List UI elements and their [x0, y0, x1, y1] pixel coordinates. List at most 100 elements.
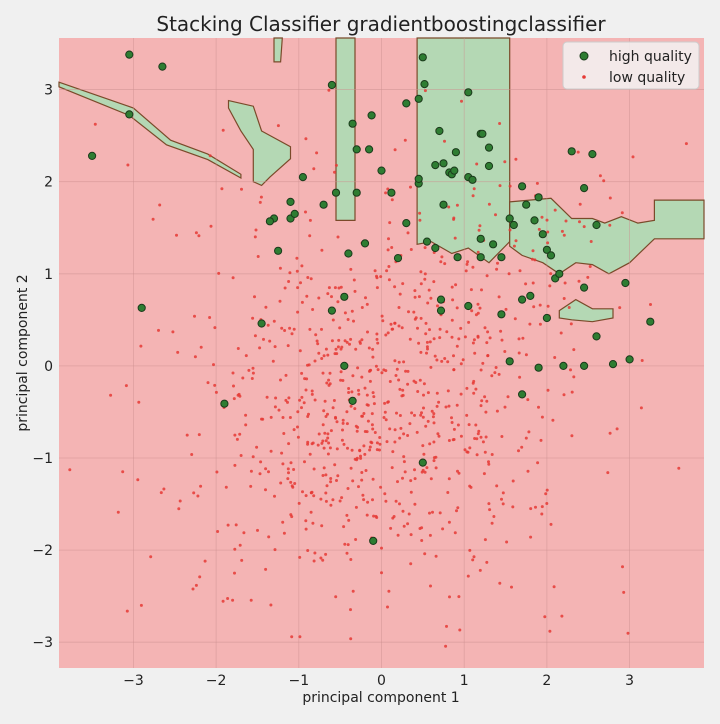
low-quality-point	[301, 490, 304, 494]
low-quality-point	[304, 519, 308, 523]
low-quality-point	[425, 351, 428, 355]
high-quality-point	[439, 200, 448, 209]
low-quality-point	[395, 411, 398, 415]
low-quality-point	[373, 431, 377, 434]
gridlines	[59, 38, 704, 668]
low-quality-point	[162, 487, 166, 491]
low-quality-point	[473, 351, 477, 355]
low-quality-point	[314, 333, 318, 337]
low-quality-point	[403, 138, 407, 142]
low-quality-point	[322, 409, 326, 413]
low-quality-point	[562, 233, 566, 237]
low-quality-point	[524, 436, 528, 440]
low-quality-point	[254, 228, 258, 232]
low-quality-point	[286, 344, 290, 348]
low-quality-point	[208, 154, 212, 158]
low-quality-point	[273, 548, 277, 552]
low-quality-point	[277, 408, 281, 412]
low-quality-point	[389, 322, 393, 326]
low-quality-point	[308, 452, 312, 456]
low-quality-point	[93, 122, 97, 126]
low-quality-point	[213, 383, 217, 387]
low-quality-point	[375, 337, 379, 341]
low-quality-point	[456, 469, 459, 473]
low-quality-point	[402, 455, 406, 459]
low-quality-point	[312, 559, 316, 563]
low-quality-point	[328, 446, 332, 450]
low-quality-point	[572, 375, 576, 379]
low-quality-point	[197, 433, 201, 437]
low-quality-point	[402, 460, 406, 464]
low-quality-point	[472, 391, 476, 395]
high-quality-point	[646, 317, 655, 326]
low-quality-point	[360, 478, 364, 482]
low-quality-point	[283, 286, 287, 290]
low-quality-point	[341, 418, 345, 422]
low-quality-point	[293, 482, 297, 485]
high-quality-point	[436, 295, 446, 304]
high-quality-point	[418, 53, 427, 62]
low-quality-point	[545, 218, 549, 222]
low-quality-point	[395, 367, 399, 371]
low-quality-point	[396, 480, 399, 484]
low-quality-point	[512, 244, 516, 248]
low-quality-point	[302, 401, 306, 405]
low-quality-point	[316, 443, 320, 447]
high-quality-point	[436, 306, 446, 315]
low-quality-point	[398, 414, 402, 417]
high-quality-point	[431, 161, 440, 170]
low-quality-point	[426, 301, 430, 305]
low-quality-point	[455, 403, 459, 407]
low-quality-point	[326, 452, 330, 456]
low-quality-point	[399, 426, 403, 430]
low-quality-point	[622, 590, 626, 594]
low-quality-point	[267, 470, 270, 474]
low-quality-point	[361, 493, 365, 497]
low-quality-point	[524, 353, 528, 357]
low-quality-point	[400, 394, 404, 398]
low-quality-point	[329, 480, 333, 484]
low-quality-point	[478, 306, 482, 310]
low-quality-point	[312, 167, 316, 171]
low-quality-point	[317, 351, 321, 355]
low-quality-point	[440, 359, 444, 363]
low-quality-point	[306, 442, 310, 446]
low-quality-point	[268, 339, 272, 343]
low-quality-point	[287, 280, 291, 283]
low-quality-point	[319, 556, 323, 560]
y-tick-label: 2	[44, 175, 53, 191]
low-quality-point	[231, 276, 235, 280]
low-quality-point	[390, 246, 394, 249]
low-quality-point	[325, 484, 329, 488]
low-quality-point	[533, 258, 537, 262]
low-quality-point	[514, 239, 518, 243]
low-quality-point	[362, 498, 366, 502]
low-quality-point	[366, 330, 369, 334]
low-quality-point	[478, 224, 482, 228]
low-quality-point	[368, 369, 372, 372]
high-quality-point	[257, 319, 266, 328]
low-quality-point	[353, 407, 357, 411]
low-quality-point	[423, 272, 427, 276]
high-quality-point	[580, 361, 589, 370]
low-quality-point	[409, 185, 412, 189]
low-quality-point	[295, 256, 299, 260]
low-quality-point	[333, 352, 337, 356]
low-quality-point	[384, 418, 388, 422]
low-quality-point	[423, 89, 427, 93]
low-quality-point	[361, 414, 364, 418]
low-quality-point	[504, 307, 508, 311]
low-quality-point	[545, 502, 549, 505]
low-quality-point	[241, 376, 245, 380]
high-quality-point	[125, 50, 134, 59]
low-quality-point	[325, 381, 329, 385]
y-tick-label: 3	[44, 83, 53, 99]
low-quality-point	[331, 406, 335, 410]
low-quality-point	[310, 389, 314, 393]
low-quality-point	[215, 470, 219, 474]
low-quality-point	[357, 392, 361, 396]
low-quality-point	[249, 469, 253, 473]
low-quality-point	[382, 416, 386, 419]
high-quality-point	[518, 390, 527, 399]
low-quality-point	[450, 416, 453, 420]
